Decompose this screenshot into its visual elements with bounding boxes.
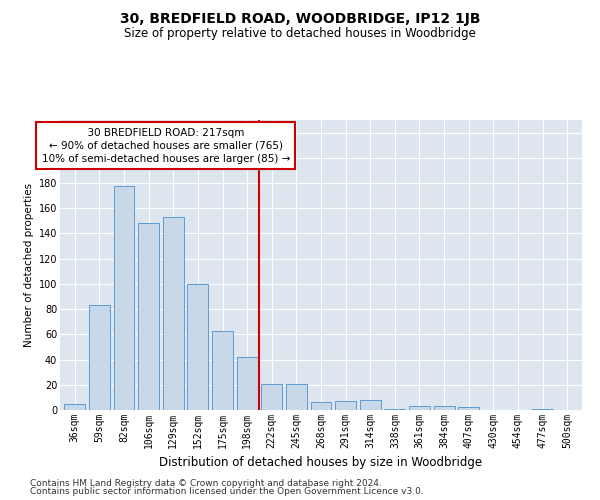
Text: 30, BREDFIELD ROAD, WOODBRIDGE, IP12 1JB: 30, BREDFIELD ROAD, WOODBRIDGE, IP12 1JB (120, 12, 480, 26)
Bar (236, 357, 257, 410)
Bar (113, 186, 134, 410)
Bar (409, 406, 430, 410)
X-axis label: Distribution of detached houses by size in Woodbridge: Distribution of detached houses by size … (160, 456, 482, 469)
Bar (434, 406, 455, 410)
Bar (532, 408, 553, 410)
Bar (138, 224, 159, 410)
Bar (311, 402, 331, 410)
Bar (335, 401, 356, 410)
Bar (163, 217, 184, 410)
Bar (286, 384, 307, 410)
Text: Contains public sector information licensed under the Open Government Licence v3: Contains public sector information licen… (30, 488, 424, 496)
Text: 30 BREDFIELD ROAD: 217sqm  
← 90% of detached houses are smaller (765)
10% of se: 30 BREDFIELD ROAD: 217sqm ← 90% of detac… (41, 128, 290, 164)
Bar (212, 330, 233, 410)
Bar (458, 408, 479, 410)
Bar (261, 384, 282, 410)
Text: Contains HM Land Registry data © Crown copyright and database right 2024.: Contains HM Land Registry data © Crown c… (30, 478, 382, 488)
Bar (187, 284, 208, 410)
Y-axis label: Number of detached properties: Number of detached properties (25, 183, 34, 347)
Bar (89, 306, 110, 410)
Bar (385, 408, 406, 410)
Bar (360, 400, 381, 410)
Text: Size of property relative to detached houses in Woodbridge: Size of property relative to detached ho… (124, 28, 476, 40)
Bar (64, 404, 85, 410)
